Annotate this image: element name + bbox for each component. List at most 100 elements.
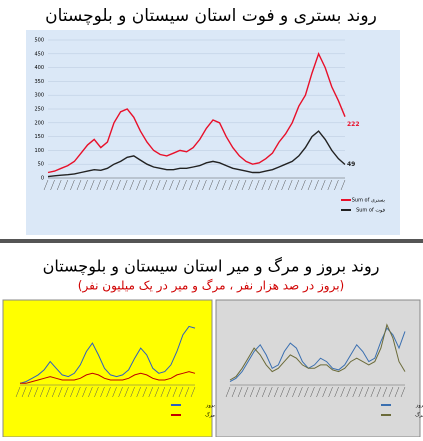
x-tick-stub (316, 386, 321, 398)
x-tick-stub (268, 386, 273, 398)
x-tick-stub (33, 386, 39, 398)
x-tick-stub (228, 179, 234, 191)
x-tick-stub (124, 386, 129, 398)
x-tick-stub (327, 179, 333, 191)
divider (0, 239, 423, 243)
data-label: 49 (347, 161, 355, 168)
x-tick-stub (382, 386, 388, 398)
x-tick-stub (169, 179, 174, 191)
x-tick-stub (184, 386, 190, 398)
x-tick-stub (328, 386, 333, 398)
x-tick-stub (82, 386, 87, 398)
x-tick-stub (287, 179, 293, 191)
x-tick-stub (56, 179, 62, 191)
x-tick-stub (83, 179, 88, 191)
x-tick-stub (76, 179, 82, 191)
x-tick-stub (301, 179, 306, 191)
y-tick-label: 0 (41, 176, 44, 182)
x-tick-stub (255, 386, 261, 398)
x-tick-stub (286, 386, 291, 398)
x-tick-stub (148, 386, 153, 398)
x-tick-stub (310, 386, 315, 398)
x-tick-stub (254, 179, 260, 191)
x-tick-stub (100, 386, 105, 398)
line-series (229, 327, 406, 383)
x-tick-stub (243, 386, 249, 398)
x-tick-stub (314, 179, 319, 191)
x-tick-stub (96, 179, 102, 191)
x-tick-stub (195, 179, 201, 191)
chart-panel (26, 30, 400, 235)
x-tick-stub (298, 386, 303, 398)
x-tick-stub (43, 179, 49, 191)
y-tick-label: 350 (34, 79, 44, 85)
title: روند بستری و فوت استان سیستان و بلوچستان (45, 6, 377, 26)
x-tick-stub (281, 179, 286, 191)
x-tick-stub (241, 179, 247, 191)
x-tick-stub (103, 179, 108, 191)
legend-label: مرگ (205, 412, 215, 419)
x-tick-stub (388, 386, 394, 398)
y-tick-label: 250 (34, 107, 44, 113)
x-tick-stub (237, 386, 243, 398)
x-tick-stub (394, 386, 400, 398)
line-series (229, 323, 406, 381)
chart-panel (2, 299, 213, 438)
x-tick-stub (142, 179, 148, 191)
x-tick-stub (188, 179, 194, 191)
x-tick-stub (172, 386, 178, 398)
x-tick-stub (261, 179, 267, 191)
x-tick-stub (162, 179, 168, 191)
x-tick-stub (322, 386, 327, 398)
x-tick-stub (202, 179, 207, 191)
x-tick-stub (364, 386, 370, 398)
x-tick-stub (280, 386, 285, 398)
x-tick-stub (261, 386, 267, 398)
x-tick-stub (142, 386, 147, 398)
x-tick-stub (248, 179, 253, 191)
line-series (47, 130, 346, 178)
x-tick-stub (106, 386, 111, 398)
x-tick-stub (160, 386, 166, 398)
x-tick-stub (346, 386, 351, 398)
line-series (20, 371, 196, 384)
x-tick-stub (94, 386, 99, 398)
section-title: روند بروز و مرگ و میر استان سیستان و بلو… (43, 257, 380, 277)
x-tick-stub (358, 386, 363, 398)
x-tick-stub (70, 179, 75, 191)
x-tick-stub (334, 179, 339, 191)
chart-panel (215, 299, 421, 438)
x-tick-stub (274, 386, 279, 398)
x-tick-stub (235, 179, 240, 191)
y-tick-label: 200 (34, 120, 44, 126)
x-tick-stub (215, 179, 220, 191)
y-tick-label: 450 (34, 51, 44, 57)
x-tick-stub (63, 179, 69, 191)
x-tick-stub (320, 179, 326, 191)
x-tick-stub (76, 386, 81, 398)
x-tick-stub (58, 386, 63, 398)
x-tick-stub (50, 179, 55, 191)
x-tick-stub (154, 386, 160, 398)
x-tick-stub (307, 179, 313, 191)
legend-label: بروز (415, 403, 423, 409)
x-tick-stub (89, 179, 95, 191)
y-tick-label: 100 (34, 148, 44, 154)
x-tick-stub (116, 179, 121, 191)
x-tick-stub (190, 386, 196, 398)
section-subtitle: (بروز در صد هزار نفر ، مرگ و میر در یک م… (78, 279, 344, 294)
x-tick-stub (340, 179, 346, 191)
x-tick-stub (182, 179, 187, 191)
x-tick-stub (166, 386, 172, 398)
y-tick-label: 400 (34, 65, 44, 71)
x-tick-stub (149, 179, 154, 191)
x-tick-stub (118, 386, 123, 398)
x-tick-stub (175, 179, 181, 191)
x-tick-stub (208, 179, 214, 191)
x-tick-stub (221, 179, 227, 191)
x-tick-stub (21, 386, 27, 398)
x-tick-stub (340, 386, 345, 398)
x-tick-stub (136, 386, 141, 398)
x-tick-stub (231, 386, 237, 398)
